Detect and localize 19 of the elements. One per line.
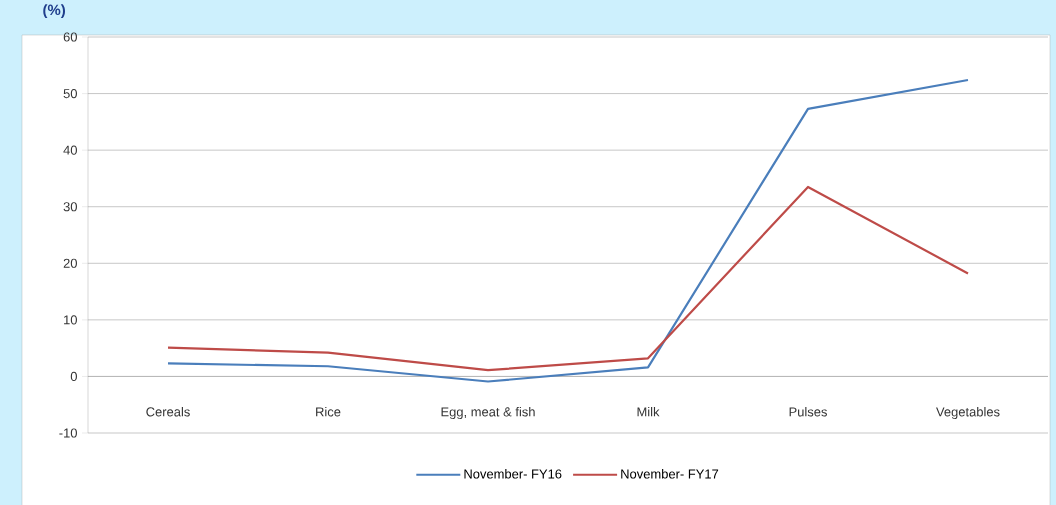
x-tick-label: Egg, meat & fish [441,406,535,420]
line-series [166,185,970,372]
y-tick-label: 60 [63,32,77,42]
y-tick-label: -10 [59,428,77,438]
x-tick-label: Pulses [789,406,827,417]
y-axis-title: (%) [43,4,66,19]
legend-label: November- FY17 [621,469,719,479]
line-series [166,78,970,383]
x-tick-label: Rice [316,406,341,417]
y-tick-label: 30 [63,202,77,212]
x-tick-label: Milk [637,406,660,417]
x-tick-label: Vegetables [936,406,1000,420]
y-tick-label: 50 [63,88,77,99]
legend-label: November- FY16 [464,469,562,479]
y-tick-label: 20 [63,258,77,268]
y-tick-label: 10 [64,315,77,325]
y-tick-label: 40 [63,145,77,155]
x-tick-label: Cereals [146,406,190,417]
y-tick-label: 0 [70,371,77,382]
